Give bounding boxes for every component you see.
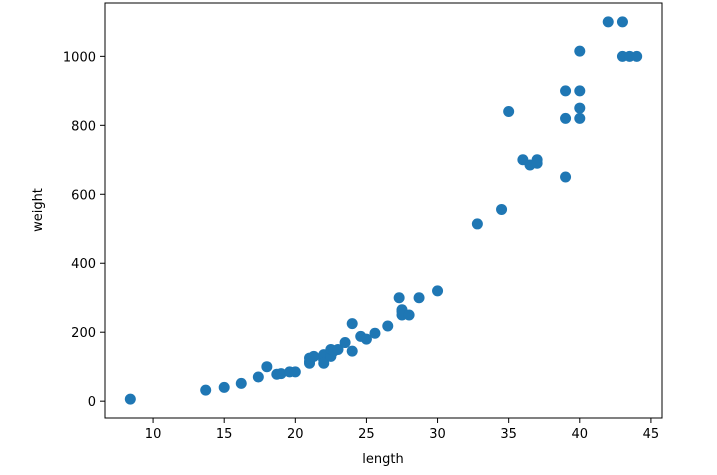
point <box>124 393 136 405</box>
point <box>496 203 508 215</box>
point <box>235 377 247 389</box>
plot-frame <box>104 2 663 419</box>
point <box>346 345 358 357</box>
point <box>275 368 287 380</box>
point <box>602 16 614 28</box>
point <box>560 112 572 124</box>
y-tick-label: 400 <box>71 257 96 272</box>
x-tick-label: 25 <box>358 427 375 442</box>
x-tick-label: 15 <box>216 427 233 442</box>
x-tick-label: 30 <box>429 427 446 442</box>
point <box>339 337 351 349</box>
y-tick-label: 1000 <box>63 50 96 65</box>
point <box>631 50 643 62</box>
x-tick-label: 10 <box>145 427 162 442</box>
point <box>574 112 586 124</box>
y-tick-label: 800 <box>71 119 96 134</box>
point <box>471 218 483 230</box>
x-axis-label: length <box>362 452 403 467</box>
x-tick-label: 40 <box>572 427 589 442</box>
point <box>574 45 586 57</box>
point <box>218 381 230 393</box>
point <box>289 366 301 378</box>
x-tick-label: 35 <box>500 427 517 442</box>
point <box>616 16 628 28</box>
point <box>413 292 425 304</box>
point <box>393 292 405 304</box>
y-tick-label: 0 <box>88 395 96 410</box>
point <box>531 157 543 169</box>
point <box>574 85 586 97</box>
point <box>560 85 572 97</box>
point <box>432 285 444 297</box>
point <box>560 171 572 183</box>
x-tick-label: 45 <box>643 427 660 442</box>
point <box>332 343 344 355</box>
point <box>517 154 529 166</box>
point <box>346 318 358 330</box>
point <box>382 320 394 332</box>
y-tick-label: 200 <box>71 326 96 341</box>
point <box>200 384 212 396</box>
point <box>318 357 330 369</box>
point <box>503 106 515 118</box>
point <box>360 333 372 345</box>
y-tick-label: 600 <box>71 188 96 203</box>
x-tick-label: 20 <box>287 427 304 442</box>
point <box>403 309 415 321</box>
point <box>574 102 586 114</box>
point <box>261 361 273 373</box>
point <box>252 371 264 383</box>
point <box>369 327 381 339</box>
point <box>308 350 320 362</box>
y-axis-label: weight <box>31 188 46 232</box>
